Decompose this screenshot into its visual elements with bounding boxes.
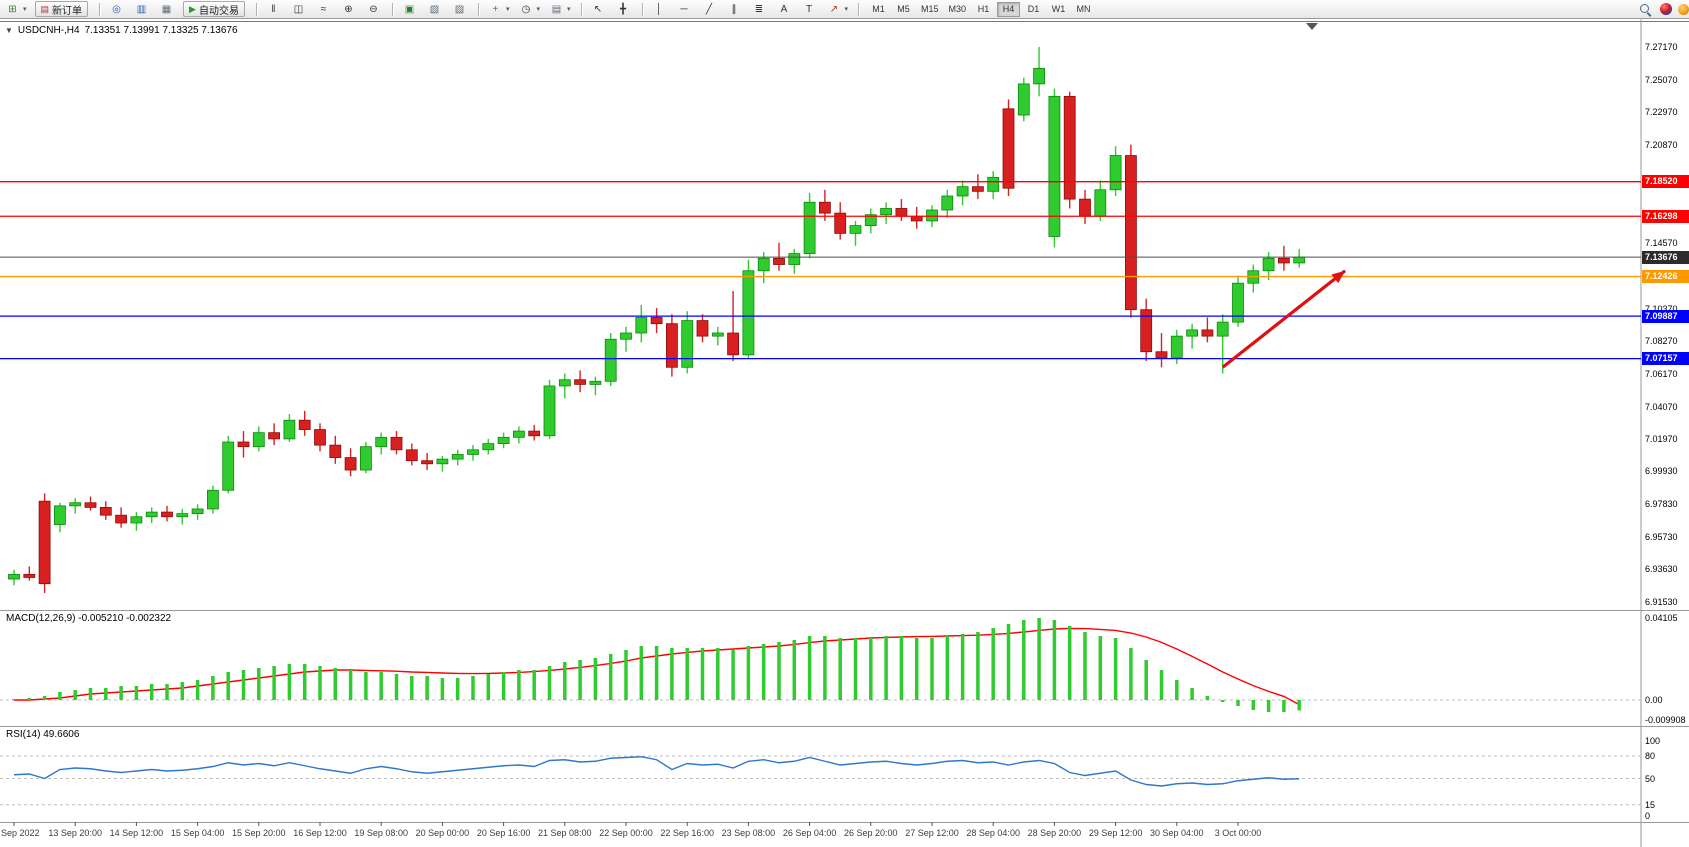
indicators-icon-dropdown[interactable]: ▾ xyxy=(505,6,510,13)
horizontal-price-lines xyxy=(0,181,1641,360)
autotrading-button-label: 自动交易 xyxy=(198,5,239,17)
toolbar-separator xyxy=(641,2,643,16)
line-chart-type-icon[interactable]: ≈ xyxy=(320,3,327,15)
trend-arrow-annotation xyxy=(1221,269,1347,369)
timeframe-button-MN[interactable]: MN xyxy=(1076,3,1091,14)
zoom-out-icon[interactable]: ⊖ xyxy=(369,3,378,15)
macd-histogram xyxy=(12,618,1301,712)
trendline-icon[interactable]: ╱ xyxy=(705,3,713,15)
zoom-in-icon[interactable]: ⊕ xyxy=(344,3,353,15)
toolbar-separator xyxy=(580,2,582,16)
timeframe-button-M5[interactable]: M5 xyxy=(897,3,910,14)
timeframe-button-M30[interactable]: M30 xyxy=(948,3,967,14)
autotrading-button[interactable]: ▶ 自动交易 xyxy=(183,1,245,17)
new-order-button-label: 新订单 xyxy=(52,5,83,17)
periods-icon[interactable]: ◷ xyxy=(521,3,531,15)
text-icon[interactable]: A xyxy=(780,3,788,15)
toolbar-separator xyxy=(99,2,101,16)
indicators-icon[interactable]: + xyxy=(492,3,499,15)
chart-shift-icon[interactable]: ▨ xyxy=(454,3,465,15)
new-order-button[interactable]: ▤ 新订单 xyxy=(34,1,89,17)
vertical-line-icon[interactable]: │ xyxy=(655,3,663,15)
toolbar-separator xyxy=(391,2,393,16)
ohlc-bars-chart-type-icon[interactable]: ‖ xyxy=(271,3,276,15)
arrow-objects-icon[interactable]: ↗ xyxy=(829,3,839,15)
toolbar-separator xyxy=(858,2,860,16)
autotrading-button-icon: ▶ xyxy=(189,3,196,14)
templates-icon-dropdown[interactable]: ▾ xyxy=(566,6,571,13)
navigator-icon[interactable]: ▦ xyxy=(161,3,172,15)
toolbar-separator xyxy=(255,2,257,16)
help-icon[interactable] xyxy=(1678,3,1689,15)
rsi-panel xyxy=(0,755,1641,806)
panel-dividers xyxy=(0,19,1689,847)
mql5-community-icon[interactable] xyxy=(1660,3,1672,15)
timeframe-button-M15[interactable]: M15 xyxy=(921,3,939,14)
macd-panel xyxy=(0,627,1641,706)
fibonacci-icon[interactable]: ≣ xyxy=(754,3,764,15)
toolbar: ⊞ ▾ ▤ 新订单 ◎ ▥ ▦ ▶ 自动交易 ‖ ◫ ≈ ⊕ ⊖ ▣ ▧ ▨ + ▾ ◷ ▾ ▤ ▾ ↖ ╋ │ ─ ╱ ∥ ≣ A T ↗ ▾ M… xyxy=(0,0,1689,19)
cascade-windows-icon[interactable]: ▧ xyxy=(429,3,440,15)
toolbar-separator xyxy=(477,2,479,16)
new-chart-icon[interactable]: ⊞ xyxy=(8,3,17,15)
candles-layer xyxy=(8,47,1306,594)
search-icon[interactable] xyxy=(1638,2,1653,17)
text-label-icon[interactable]: T xyxy=(805,3,813,15)
timeframe-button-H4[interactable]: H4 xyxy=(997,1,1021,17)
equidistant-channel-icon[interactable]: ∥ xyxy=(731,3,737,15)
timeframe-button-M1[interactable]: M1 xyxy=(872,3,885,14)
candlestick-chart-type-icon[interactable]: ◫ xyxy=(293,3,304,15)
templates-icon[interactable]: ▤ xyxy=(551,3,562,15)
crosshair-icon[interactable]: ╋ xyxy=(619,3,627,15)
time-axis-ticks xyxy=(13,822,1239,826)
horizontal-line-icon[interactable]: ─ xyxy=(680,3,688,15)
tile-windows-icon[interactable]: ▣ xyxy=(404,3,415,15)
periods-icon-dropdown[interactable]: ▾ xyxy=(536,6,540,13)
one-click-trading-icon[interactable]: ▼ xyxy=(5,26,13,35)
mql5-compass-icon[interactable]: ◎ xyxy=(112,3,121,15)
timeframe-button-W1[interactable]: W1 xyxy=(1051,3,1066,14)
arrow-objects-icon-dropdown[interactable]: ▾ xyxy=(844,6,849,13)
cursor-icon[interactable]: ↖ xyxy=(593,3,603,15)
market-watch-icon[interactable]: ▥ xyxy=(136,3,147,15)
timeframe-button-D1[interactable]: D1 xyxy=(1027,3,1040,14)
rsi-line xyxy=(13,756,1300,787)
new-chart-icon-dropdown[interactable]: ▾ xyxy=(23,6,27,13)
new-order-button-icon: ▤ xyxy=(40,3,50,14)
timeframe-button-H1[interactable]: H1 xyxy=(977,3,990,14)
chart-shift-marker[interactable] xyxy=(1306,23,1318,30)
